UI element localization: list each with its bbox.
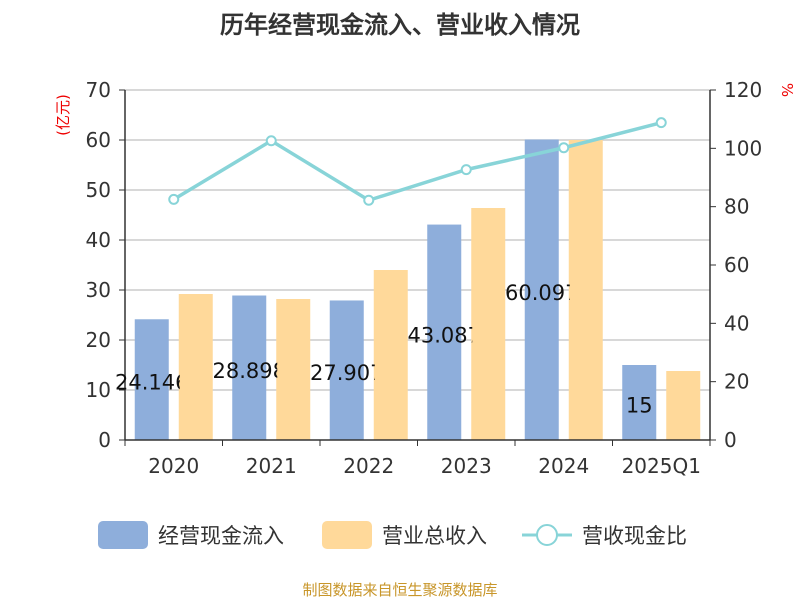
point-ratio (363, 194, 375, 206)
y2-tick-label: 20 (724, 370, 749, 394)
chart-title: 历年经营现金流入、营业收入情况 (220, 11, 580, 39)
legend-label-ratio: 营收现金比 (582, 524, 687, 548)
y2-tick-label: 0 (724, 428, 737, 452)
x-tick-label: 2022 (343, 454, 394, 478)
y2-tick-label: 120 (724, 78, 762, 102)
point-ratio (460, 164, 472, 176)
data-label-cash-inflow: 24.146 (115, 371, 188, 395)
y-tick-label: 60 (86, 128, 111, 152)
bar-revenue (373, 270, 408, 440)
y-axis-label: (亿元) (54, 94, 72, 136)
bar-revenue (178, 294, 213, 440)
y2-tick-label: 100 (724, 136, 762, 160)
point-ratio (265, 135, 277, 147)
legend-swatch-revenue (322, 521, 372, 549)
bar-revenue (568, 140, 603, 440)
data-label-cash-inflow: 43.087 (408, 323, 481, 347)
data-label-cash-inflow: 28.898 (213, 359, 286, 383)
legend-marker-ratio (536, 524, 558, 546)
line-ratio (172, 120, 662, 203)
y-tick-label: 40 (86, 228, 111, 252)
y2-tick-label: 60 (724, 253, 749, 277)
bar-cash-inflow (622, 365, 657, 440)
legend-swatch-cash-inflow (98, 521, 148, 549)
legend: 经营现金流入 营业总收入 营收现金比 (98, 521, 687, 549)
source-note: 制图数据来自恒生聚源数据库 (302, 581, 497, 599)
y2-axis-label: % (778, 83, 796, 97)
x-tick-label: 2024 (538, 454, 589, 478)
y-tick-label: 20 (86, 328, 111, 352)
bar-cash-inflow (134, 319, 169, 440)
y2-tick-label: 80 (724, 195, 749, 219)
data-label-cash-inflow: 15 (626, 394, 653, 418)
y-tick-label: 50 (86, 178, 111, 202)
bar-cash-inflow (232, 295, 267, 440)
bar-revenue (471, 208, 506, 440)
x-tick-label: 2021 (246, 454, 297, 478)
point-ratio (558, 142, 570, 154)
y-tick-label: 30 (86, 278, 111, 302)
y-tick-label: 0 (98, 428, 111, 452)
y-tick-label: 10 (86, 378, 111, 402)
y2-tick-label: 40 (724, 311, 749, 335)
legend-label-revenue: 营业总收入 (382, 524, 487, 548)
x-tick-label: 2020 (148, 454, 199, 478)
bar-cash-inflow (329, 300, 364, 440)
data-label-cash-inflow: 60.097 (505, 281, 578, 305)
x-tick-label: 2025Q1 (622, 454, 701, 478)
y-tick-label: 70 (86, 78, 111, 102)
legend-label-cash-inflow: 经营现金流入 (158, 524, 284, 548)
point-ratio (168, 193, 180, 205)
bar-cash-inflow (524, 139, 559, 440)
point-ratio (655, 117, 667, 129)
x-tick-label: 2023 (441, 454, 492, 478)
data-label-cash-inflow: 27.907 (310, 361, 383, 385)
bar-revenue (666, 371, 701, 440)
bar-revenue (276, 299, 311, 440)
bar-cash-inflow (427, 224, 462, 440)
